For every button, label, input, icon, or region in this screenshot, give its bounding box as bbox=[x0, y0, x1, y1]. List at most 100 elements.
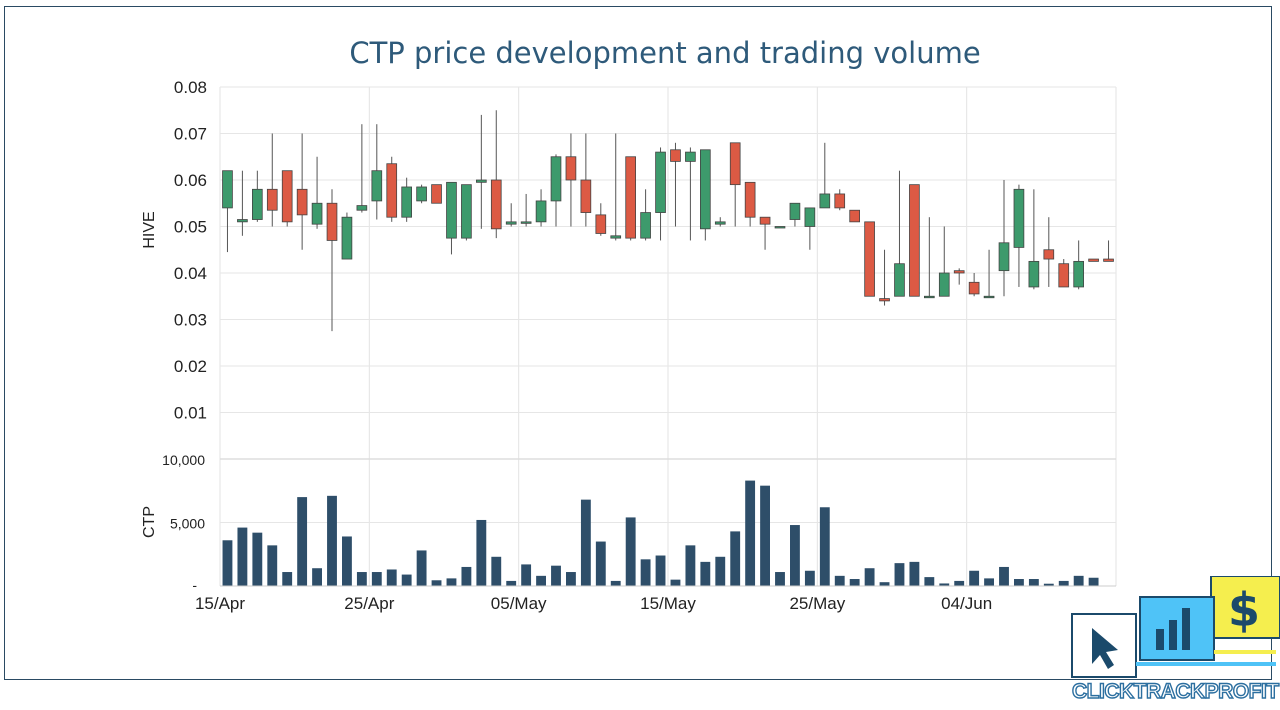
x-tick-label: 25/May bbox=[789, 594, 845, 613]
price-tick-label: 0.05 bbox=[174, 218, 207, 237]
candle-down bbox=[1058, 263, 1070, 288]
candle-down bbox=[296, 188, 308, 216]
volume-tick-label: - bbox=[192, 577, 197, 593]
candle-up bbox=[371, 170, 383, 202]
volume-bar bbox=[685, 545, 696, 586]
candle-down bbox=[729, 142, 741, 186]
candle-up bbox=[685, 151, 696, 162]
candle-down bbox=[968, 281, 980, 295]
candle-up bbox=[476, 179, 487, 183]
volume-bar bbox=[984, 578, 994, 586]
volume-bar bbox=[924, 577, 935, 586]
candle-up bbox=[341, 216, 353, 260]
volume-bar bbox=[431, 580, 442, 586]
price-tick-label: 0.06 bbox=[174, 171, 207, 190]
price-tick-label: 0.04 bbox=[174, 264, 207, 283]
candle-down bbox=[849, 209, 860, 223]
volume-bar bbox=[775, 572, 785, 586]
candle-down bbox=[580, 179, 592, 213]
volume-bar bbox=[506, 580, 517, 586]
volume-bar bbox=[849, 579, 860, 586]
candle-down bbox=[595, 214, 607, 234]
volume-bar bbox=[1088, 577, 1099, 586]
volume-bar bbox=[760, 485, 770, 586]
candle-up bbox=[356, 205, 368, 211]
volume-tick-label: 10,000 bbox=[162, 452, 205, 468]
volume-bar bbox=[1058, 580, 1069, 586]
volume-bar bbox=[864, 568, 875, 586]
candle-up bbox=[401, 186, 412, 218]
volume-bar bbox=[625, 517, 636, 586]
candle-down bbox=[281, 170, 293, 223]
candle-up bbox=[535, 200, 547, 223]
candle-up bbox=[1013, 188, 1025, 248]
volume-bar bbox=[476, 519, 487, 586]
volume-bar bbox=[551, 565, 561, 586]
price-tick-label: 0.02 bbox=[174, 357, 207, 376]
candle-up bbox=[819, 193, 831, 209]
volume-bar bbox=[237, 527, 248, 586]
volume-bar bbox=[700, 561, 711, 586]
candle-up bbox=[789, 202, 801, 220]
candle-down bbox=[759, 216, 771, 225]
candle-down bbox=[834, 193, 846, 209]
candle-up bbox=[774, 226, 786, 229]
price-tick-label: 0.08 bbox=[174, 78, 207, 97]
x-tick-label: 15/May bbox=[640, 594, 696, 613]
candle-up bbox=[446, 181, 457, 239]
candle-down bbox=[326, 202, 338, 241]
volume-bar bbox=[819, 507, 830, 586]
candle-up bbox=[804, 207, 816, 227]
volume-bar bbox=[267, 545, 278, 586]
candle-down bbox=[909, 184, 920, 297]
x-tick-label: 15/Apr bbox=[195, 594, 245, 613]
candle-up bbox=[655, 151, 666, 213]
volume-axis-label: CTP bbox=[141, 506, 158, 538]
volume-bar bbox=[386, 569, 397, 586]
candle-up bbox=[550, 156, 562, 202]
volume-bar bbox=[595, 541, 606, 586]
candle-up bbox=[505, 221, 517, 225]
candle-down bbox=[879, 298, 890, 302]
candle-up bbox=[714, 221, 726, 225]
volume-bar bbox=[999, 566, 1009, 586]
volume-bar bbox=[461, 566, 472, 586]
candle-up bbox=[1028, 260, 1040, 288]
candle-down bbox=[953, 270, 965, 274]
brand-logo: $ bbox=[1064, 575, 1280, 705]
volume-bar bbox=[655, 555, 666, 586]
candle-down bbox=[1103, 258, 1114, 262]
volume-bar bbox=[401, 574, 412, 586]
volume-bar bbox=[969, 570, 980, 586]
candle-up bbox=[416, 186, 427, 202]
candle-down bbox=[625, 156, 636, 239]
candle-up bbox=[610, 235, 622, 239]
volume-bar bbox=[894, 563, 905, 586]
candle-down bbox=[490, 179, 502, 230]
x-tick-label: 05/May bbox=[491, 594, 547, 613]
volume-bar bbox=[745, 480, 756, 586]
candle-up bbox=[237, 219, 248, 223]
candle-up bbox=[1073, 260, 1084, 288]
volume-bar bbox=[1028, 579, 1039, 586]
volume-bar bbox=[790, 525, 800, 586]
candle-down bbox=[670, 149, 681, 162]
volume-bar bbox=[222, 540, 233, 586]
volume-bar bbox=[610, 580, 621, 586]
volume-bar bbox=[282, 572, 293, 586]
brand-wordmark: CLICKTRACKPROFIT bbox=[1071, 679, 1280, 703]
price-axis-label: HIVE bbox=[141, 211, 158, 248]
volume-bar bbox=[834, 575, 845, 586]
volume-bar bbox=[416, 550, 427, 586]
volume-bar bbox=[536, 575, 546, 586]
volume-bar bbox=[1014, 579, 1024, 586]
volume-bar bbox=[446, 578, 457, 586]
candle-up bbox=[700, 149, 711, 230]
slide-frame bbox=[4, 6, 1272, 680]
volume-bar bbox=[879, 582, 890, 586]
candle-up bbox=[983, 295, 995, 299]
volume-bar bbox=[1043, 583, 1054, 586]
chart-title: CTP price development and trading volume bbox=[349, 36, 981, 70]
candle-down bbox=[864, 221, 875, 297]
candle-down bbox=[744, 181, 756, 218]
